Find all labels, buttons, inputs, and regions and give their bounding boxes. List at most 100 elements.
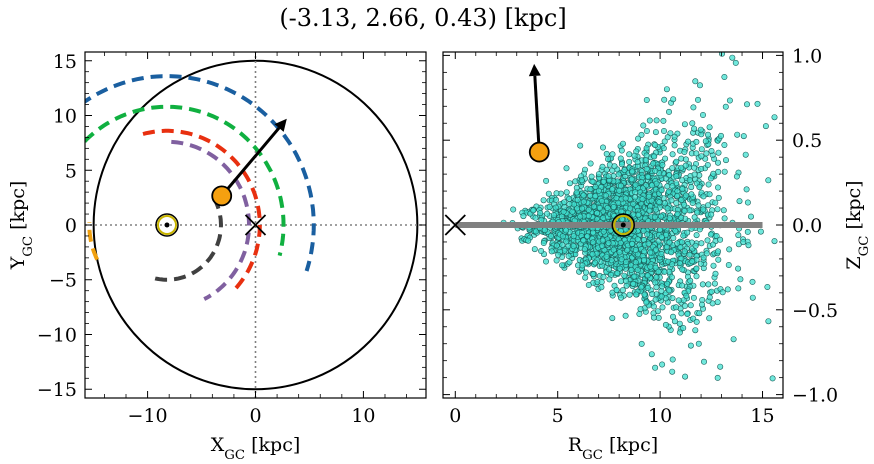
star-point bbox=[691, 125, 698, 132]
star-point bbox=[697, 126, 704, 133]
star-point bbox=[664, 280, 671, 287]
star-point bbox=[669, 165, 676, 172]
star-point bbox=[652, 246, 659, 253]
star-point bbox=[600, 215, 607, 222]
star-point bbox=[671, 133, 678, 140]
star-point bbox=[712, 270, 719, 277]
star-point bbox=[600, 228, 607, 235]
x-tick-label-rz: 10 bbox=[648, 405, 672, 427]
star-point bbox=[606, 276, 613, 283]
star-point bbox=[572, 178, 579, 185]
star-point bbox=[632, 259, 639, 266]
star-point bbox=[726, 246, 733, 253]
star-point bbox=[634, 159, 641, 166]
star-point bbox=[636, 310, 643, 317]
star-point bbox=[617, 294, 624, 301]
y-tick-label-rz: 0.0 bbox=[792, 215, 822, 237]
star-point bbox=[560, 208, 567, 215]
sun-marker-ring bbox=[157, 215, 178, 235]
star-point bbox=[653, 274, 660, 281]
star-point bbox=[714, 248, 721, 255]
star-point bbox=[690, 294, 697, 301]
star-point bbox=[749, 278, 756, 285]
star-point bbox=[771, 114, 778, 121]
star-point bbox=[669, 295, 676, 302]
star-point bbox=[706, 191, 713, 198]
star-point bbox=[668, 249, 675, 256]
star-point bbox=[580, 198, 587, 205]
star-point bbox=[686, 177, 693, 184]
star-point bbox=[668, 274, 675, 281]
star-point bbox=[686, 251, 693, 258]
star-point bbox=[735, 265, 742, 272]
star-point bbox=[693, 138, 700, 145]
star-point bbox=[573, 189, 580, 196]
star-point bbox=[610, 204, 617, 211]
star-point bbox=[658, 283, 665, 290]
star-point bbox=[615, 171, 622, 178]
star-point bbox=[635, 212, 642, 219]
star-point bbox=[765, 177, 772, 184]
star-point bbox=[669, 313, 676, 320]
star-point bbox=[713, 233, 720, 240]
star-point bbox=[673, 304, 680, 311]
star-point bbox=[660, 145, 667, 152]
star-point bbox=[769, 375, 776, 382]
star-point bbox=[553, 242, 560, 249]
star-point bbox=[679, 266, 686, 273]
star-point bbox=[644, 272, 651, 279]
star-point bbox=[674, 193, 681, 200]
star-point bbox=[693, 265, 700, 272]
y-tick-label: 15 bbox=[53, 51, 77, 73]
star-point bbox=[562, 227, 569, 234]
star-point bbox=[663, 86, 670, 93]
star-point bbox=[651, 153, 658, 160]
star-point bbox=[762, 123, 769, 130]
star-point bbox=[555, 251, 562, 258]
star-point bbox=[717, 132, 724, 139]
star-point bbox=[683, 192, 690, 199]
star-point bbox=[681, 208, 688, 215]
star-point bbox=[694, 209, 701, 216]
star-point bbox=[669, 183, 676, 190]
star-point bbox=[749, 294, 756, 301]
right-x-axis-label-unit: [kpc] bbox=[603, 434, 658, 456]
spiral-arm-2 bbox=[87, 222, 100, 261]
star-point bbox=[684, 310, 691, 317]
star-point bbox=[674, 211, 681, 218]
y-tick-label: −5 bbox=[49, 270, 77, 292]
sun-marker-ring-rz bbox=[613, 215, 634, 235]
star-point bbox=[613, 286, 620, 293]
sun-marker-outer bbox=[155, 213, 179, 237]
star-point bbox=[740, 133, 747, 140]
star-point bbox=[587, 186, 594, 193]
star-point bbox=[689, 258, 696, 265]
star-point bbox=[585, 212, 592, 219]
star-point bbox=[647, 263, 654, 270]
star-point bbox=[705, 181, 712, 188]
star-point bbox=[650, 303, 657, 310]
star-point bbox=[589, 178, 596, 185]
star-point bbox=[694, 96, 701, 103]
star-point bbox=[715, 168, 722, 175]
star-point bbox=[710, 262, 717, 269]
left-x-axis-label: XGC [kpc] bbox=[211, 434, 301, 463]
star-point bbox=[631, 273, 638, 280]
star-point bbox=[641, 291, 648, 298]
star-point bbox=[700, 193, 707, 200]
star-point bbox=[580, 192, 587, 199]
right-x-axis-label: RGC [kpc] bbox=[568, 434, 658, 463]
star-point bbox=[638, 340, 645, 347]
right-y-axis-label-main: Z bbox=[843, 256, 865, 269]
star-point bbox=[680, 232, 687, 239]
object-marker bbox=[211, 185, 233, 207]
star-point bbox=[525, 237, 532, 244]
star-point bbox=[565, 253, 572, 260]
star-point bbox=[661, 138, 668, 145]
star-point bbox=[635, 135, 642, 142]
star-point bbox=[670, 235, 677, 242]
left-y-axis-label-unit: [kpc] bbox=[7, 181, 29, 236]
star-point bbox=[669, 368, 676, 375]
left-x-axis-label-unit: [kpc] bbox=[245, 434, 300, 456]
